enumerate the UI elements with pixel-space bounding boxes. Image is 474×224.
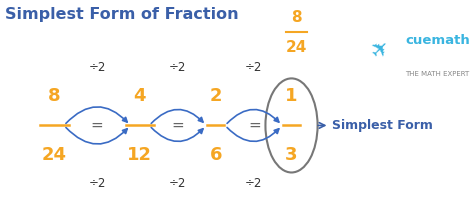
Text: 24: 24 [285,40,307,54]
FancyArrowPatch shape [151,110,203,123]
Text: =: = [172,118,184,133]
Text: 4: 4 [134,87,146,105]
FancyArrowPatch shape [227,110,279,123]
Text: ✈: ✈ [368,36,395,63]
Text: ÷2: ÷2 [245,177,262,190]
Text: 8: 8 [291,11,301,25]
Text: 24: 24 [42,146,67,164]
Text: 8: 8 [48,87,61,105]
FancyArrowPatch shape [66,127,127,144]
Text: 2: 2 [210,87,222,105]
Text: ÷2: ÷2 [89,177,106,190]
FancyArrowPatch shape [151,127,203,141]
Text: ÷2: ÷2 [169,61,186,74]
Text: ÷2: ÷2 [89,61,106,74]
Text: cuemath: cuemath [405,34,470,47]
Text: 12: 12 [128,146,152,164]
Text: THE MATH EXPERT: THE MATH EXPERT [405,71,470,77]
Text: 6: 6 [210,146,222,164]
FancyArrowPatch shape [227,127,279,141]
Text: ÷2: ÷2 [169,177,186,190]
Text: 3: 3 [285,146,298,164]
Text: ÷2: ÷2 [245,61,262,74]
Text: =: = [91,118,103,133]
Text: Simplest Form of Fraction: Simplest Form of Fraction [5,7,238,22]
Text: =: = [249,118,261,133]
Text: 1: 1 [285,87,298,105]
FancyArrowPatch shape [66,107,127,123]
Text: Simplest Form: Simplest Form [332,119,433,132]
